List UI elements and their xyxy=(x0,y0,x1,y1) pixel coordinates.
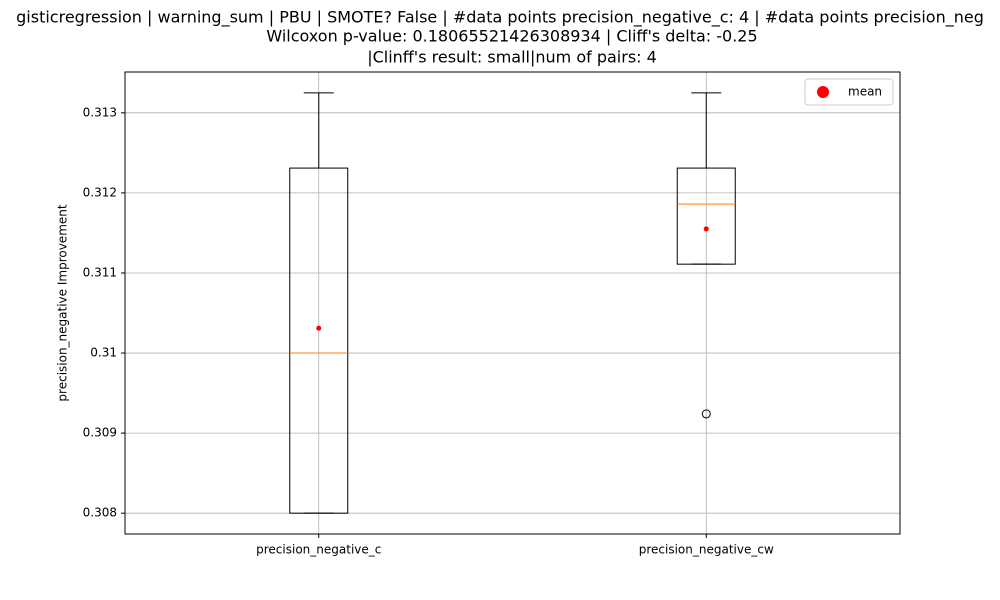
legend-box xyxy=(804,78,894,106)
outlier xyxy=(701,409,711,419)
chart-subtitle: |Clinff's result: small|num of pairs: 4 xyxy=(367,48,657,67)
box xyxy=(289,167,349,514)
box xyxy=(676,167,736,265)
y-axis-label: precision_negative Improvement xyxy=(56,204,70,401)
y-tick-label: 0.312 xyxy=(83,185,117,199)
chart-title: gisticregression | warning_sum | PBU | S… xyxy=(16,8,984,28)
mean-marker xyxy=(316,325,322,331)
legend-marker xyxy=(817,86,829,98)
y-tick-label: 0.308 xyxy=(83,506,117,520)
y-tick-label: 0.31 xyxy=(90,346,117,360)
mean-marker xyxy=(703,226,709,232)
x-tick-label: precision_negative_cw xyxy=(639,543,774,557)
plot-frame xyxy=(124,71,901,535)
y-tick-label: 0.313 xyxy=(83,105,117,119)
chart-subtitle: Wilcoxon p-value: 0.18065521426308934 | … xyxy=(266,27,757,46)
y-tick-label: 0.309 xyxy=(83,426,117,440)
x-tick-label: precision_negative_c xyxy=(256,543,381,557)
legend-label: mean xyxy=(848,85,882,99)
y-tick-label: 0.311 xyxy=(83,265,117,279)
